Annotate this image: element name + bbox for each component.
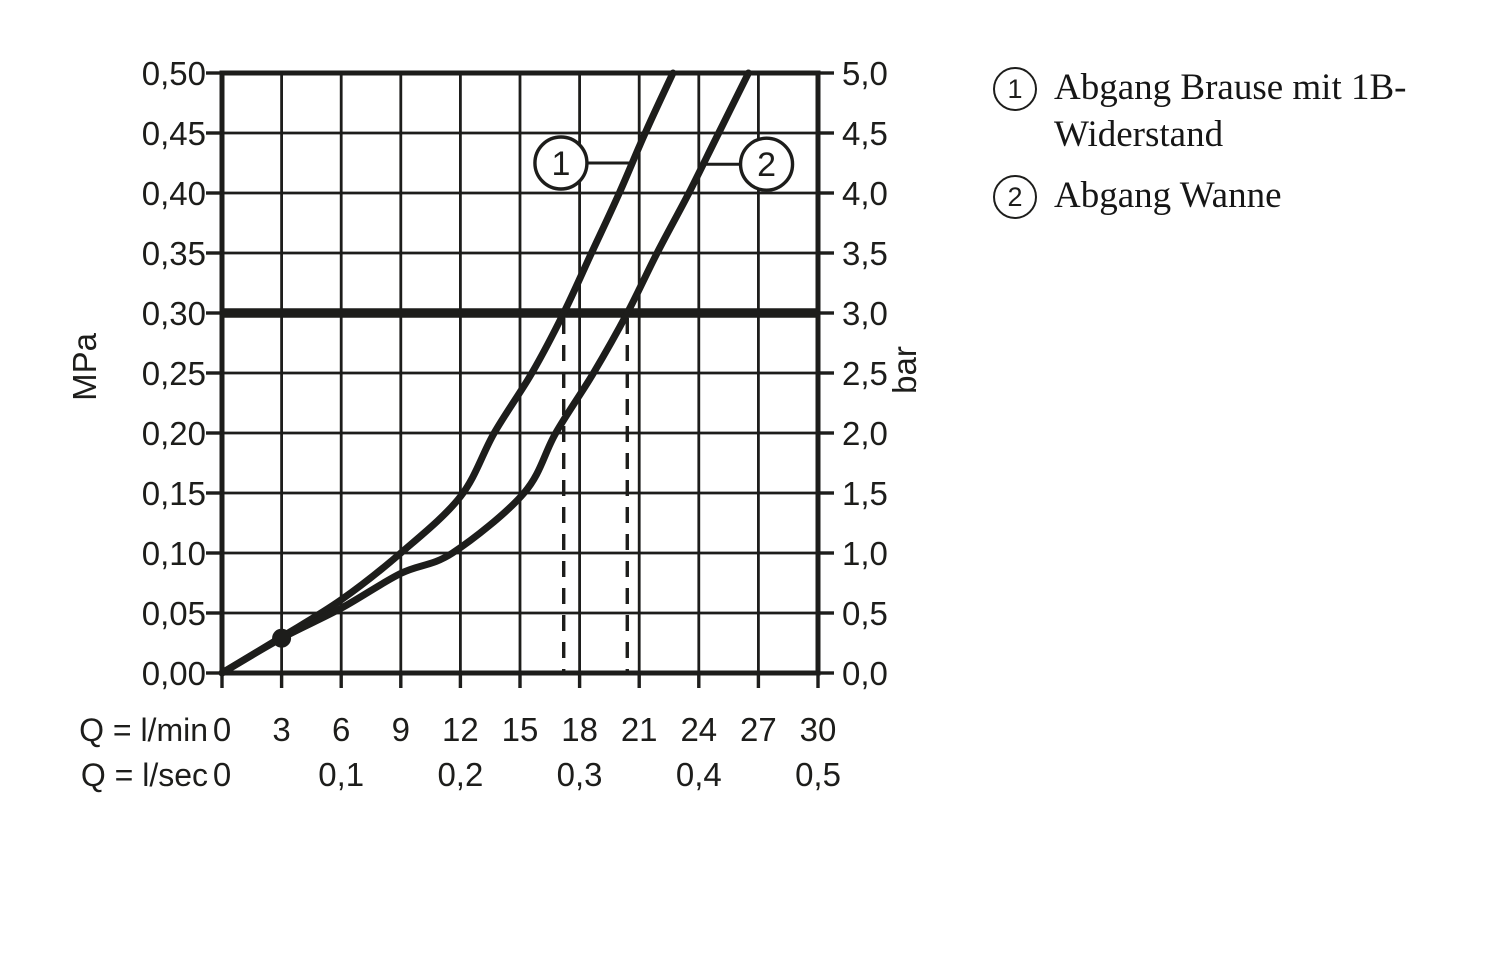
svg-text:9: 9 <box>392 711 410 748</box>
svg-text:1: 1 <box>551 145 570 183</box>
svg-text:0,5: 0,5 <box>795 756 841 793</box>
legend-text-2-line1: Abgang Wanne <box>1054 175 1282 216</box>
svg-text:0,35: 0,35 <box>142 235 206 272</box>
legend-marker-1-number: 1 <box>1007 73 1023 104</box>
svg-text:0: 0 <box>213 756 231 793</box>
svg-text:Q = l/sec: Q = l/sec <box>81 757 208 793</box>
svg-text:0,2: 0,2 <box>437 756 483 793</box>
svg-text:4,0: 4,0 <box>842 175 888 212</box>
svg-text:2,0: 2,0 <box>842 415 888 452</box>
svg-text:15: 15 <box>502 711 539 748</box>
svg-text:1,5: 1,5 <box>842 475 888 512</box>
svg-text:18: 18 <box>561 711 598 748</box>
y-axis-left-labels: 0,00 0,05 0,10 0,15 0,20 0,25 0,30 0,35 0,40 0,45… <box>142 55 206 692</box>
x-axis-lmin-unit: Q = l/min <box>79 712 208 748</box>
svg-text:0,00: 0,00 <box>142 655 206 692</box>
svg-text:3,5: 3,5 <box>842 235 888 272</box>
svg-text:3,0: 3,0 <box>842 295 888 332</box>
svg-text:0,4: 0,4 <box>676 756 722 793</box>
x-axis-lmin-labels: 0 3 6 9 12 15 18 21 24 27 30 <box>213 711 837 748</box>
svg-text:0,10: 0,10 <box>142 535 206 572</box>
y-axis-right-labels: 0,0 0,5 1,0 1,5 2,0 2,5 3,0 3,5 4,0 4,5 5,0 <box>842 55 888 692</box>
svg-text:Q = l/min: Q = l/min <box>79 712 208 748</box>
y-axis-left-unit: MPa <box>66 332 103 401</box>
legend-marker-2-icon: 2 <box>993 175 1037 219</box>
svg-text:bar: bar <box>886 346 923 394</box>
svg-text:5,0: 5,0 <box>842 55 888 92</box>
svg-text:12: 12 <box>442 711 479 748</box>
legend-item-2: 2 Abgang Wanne <box>993 172 1406 219</box>
svg-text:6: 6 <box>332 711 350 748</box>
svg-text:4,5: 4,5 <box>842 115 888 152</box>
legend: 1 Abgang Brause mit 1B- Widerstand 2 Abg… <box>993 64 1406 219</box>
y-axis-right-unit: bar <box>886 346 923 394</box>
svg-text:0: 0 <box>213 711 231 748</box>
legend-marker-2-number: 2 <box>1007 181 1023 212</box>
curve-1 <box>218 69 677 677</box>
svg-text:24: 24 <box>680 711 717 748</box>
svg-text:3: 3 <box>272 711 290 748</box>
operating-point-dot <box>272 628 292 648</box>
svg-text:21: 21 <box>621 711 658 748</box>
legend-marker-1-icon: 1 <box>993 67 1037 111</box>
curve-callout-2: 2 <box>701 136 795 192</box>
x-axis-lsec-labels: 0 0,1 0,2 0,3 0,4 0,5 <box>213 756 841 793</box>
svg-text:0,1: 0,1 <box>318 756 364 793</box>
legend-text-1: Abgang Brause mit 1B- Widerstand <box>1054 64 1406 158</box>
svg-text:0,40: 0,40 <box>142 175 206 212</box>
svg-text:0,30: 0,30 <box>142 295 206 332</box>
svg-text:0,50: 0,50 <box>142 55 206 92</box>
x-axis-lsec-unit: Q = l/sec <box>81 757 208 793</box>
svg-text:2: 2 <box>757 146 776 184</box>
svg-text:0,5: 0,5 <box>842 595 888 632</box>
dashed-drop-lines <box>562 318 629 673</box>
legend-text-1-line1: Abgang Brause mit 1B- <box>1054 67 1407 108</box>
svg-text:0,20: 0,20 <box>142 415 206 452</box>
curve-2 <box>218 69 752 677</box>
svg-text:1,0: 1,0 <box>842 535 888 572</box>
svg-text:30: 30 <box>800 711 837 748</box>
axis-ticks <box>206 71 834 688</box>
svg-text:0,0: 0,0 <box>842 655 888 692</box>
svg-text:0,3: 0,3 <box>557 756 603 793</box>
svg-text:0,15: 0,15 <box>142 475 206 512</box>
svg-text:0,45: 0,45 <box>142 115 206 152</box>
svg-text:0,25: 0,25 <box>142 355 206 392</box>
legend-item-1: 1 Abgang Brause mit 1B- Widerstand <box>993 64 1406 158</box>
curve-callout-1: 1 <box>533 135 634 191</box>
legend-text-2: Abgang Wanne <box>1054 172 1282 219</box>
legend-text-1-line2: Widerstand <box>1054 114 1224 155</box>
svg-text:0,05: 0,05 <box>142 595 206 632</box>
svg-text:2,5: 2,5 <box>842 355 888 392</box>
svg-text:27: 27 <box>740 711 777 748</box>
svg-text:MPa: MPa <box>66 332 103 401</box>
